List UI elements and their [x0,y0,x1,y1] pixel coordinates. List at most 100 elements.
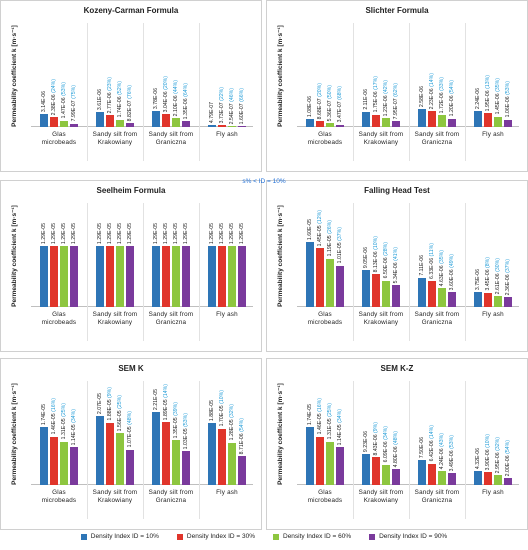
x-tick-label: Sandy silt from Graniczna [148,131,194,146]
data-label: 1.01E-05 (37%) [337,227,344,263]
data-label: 1.03E-05 (53%) [183,413,190,449]
data-label: 6.42E-06 (14%) [429,425,436,461]
legend-item: Density Index ID = 90% [369,533,447,540]
legend-swatch [369,533,376,540]
annotation: s% < ID = 10% [242,178,286,185]
change-label: (75%) [70,85,77,100]
data-label: 1.88E-05 (9%) [107,387,114,420]
data-label: 1.31E-05 (25%) [327,403,334,439]
change-label: (48%) [126,411,133,426]
data-label: 1.23E-06 (42%) [383,80,390,116]
value-label: 1.29E-05 [106,223,113,245]
value-label: 7.99E-07 [70,100,77,122]
chart-panel: Kozeny-Carman Formula Permeability coeffi… [0,0,262,172]
change-label: (20%) [162,75,169,90]
data-label: 2.54E-07 (46%) [229,88,236,124]
change-label: (35%) [438,249,445,264]
value-label: 4.80E-06 [392,446,399,468]
data-label: 2.00E-06 (54%) [505,440,512,476]
y-axis-label: Permeability coefficient k [m·s⁻¹] [277,383,284,485]
category-separator [143,381,144,519]
value-label: 1.45E-06 [494,93,501,115]
value-label: 1.23E-06 [382,95,389,117]
bar [362,270,370,307]
value-label: 3.75E-06 [474,268,481,290]
bar [126,246,134,307]
bar [228,246,236,307]
legend-swatch [176,533,183,540]
bar [474,111,482,127]
bar [126,449,134,485]
plot-area: Glas microbeads 3.14E-06 2.38E-06 (24%) 1.4… [31,23,253,161]
data-label: 1.29E-05 [97,223,104,244]
change-label: (9%) [106,387,113,399]
data-label: 1.31E-05 (25%) [61,403,68,439]
category-separator [87,203,88,341]
change-label: (48%) [392,430,399,445]
x-tick-label: Glas microbeads [41,131,77,146]
data-label: 3.78E-06 [153,88,160,109]
value-label: 1.47E-06 [60,97,67,119]
value-label: 1.45E-05 [316,224,323,246]
bar [418,460,426,485]
value-label: 2.36E-06 [504,274,511,296]
bar [448,118,456,127]
category-separator [353,381,354,519]
value-label: 1.35E-05 [172,417,179,439]
bar [50,436,58,485]
change-label: (20%) [316,82,323,97]
value-label: 1.35E-06 [182,98,189,120]
value-label: 1.29E-05 [126,223,133,245]
value-label: 1.60E-07 [238,103,245,125]
value-label: 1.14E-05 [70,424,77,446]
change-label: (53%) [182,412,189,427]
bar [316,436,324,485]
data-label: 1.28E-05 (32%) [229,404,236,440]
chart-title: Kozeny-Carman Formula [83,6,179,15]
value-label: 3.49E-06 [448,450,455,472]
bar [494,475,502,485]
plot-area: Glas microbeads 1.74E-05 1.46E-05 (16%) 1.3… [31,381,253,519]
bar [484,472,492,485]
bar [162,246,170,307]
data-label: 1.70E-05 (10%) [219,390,226,426]
data-label: 3.04E-06 (20%) [163,76,170,112]
category-separator [199,23,200,161]
data-label: 1.74E-06 (52%) [117,81,124,117]
change-label: (41%) [392,246,399,261]
value-label: 1.31E-05 [60,418,67,440]
x-tick-label: Glas microbeads [41,489,77,504]
change-label: (25%) [116,394,123,409]
x-tick-label: Sandy silt from Krakowiany [92,489,138,504]
bar [504,119,512,127]
data-label: 1.45E-06 (35%) [495,78,502,114]
value-label: 1.20E-06 [448,95,455,117]
chart-panel: Falling Head Test Permeability coefficien… [266,180,528,352]
x-axis-line [31,306,253,307]
bar [326,123,334,127]
data-label: 7.11E-06 [419,255,426,276]
data-label: 8.13E-06 (10%) [373,236,380,272]
data-label: 8.71E-06 (54%) [239,418,246,454]
value-label: 4.32E-06 [474,447,481,469]
data-label: 2.36E-06 (37%) [505,259,512,295]
data-label: 1.29E-05 [209,223,216,244]
data-label: 1.88E-05 [209,400,216,421]
bar [362,454,370,485]
data-label: 1.29E-05 [107,223,114,244]
bar [106,422,114,485]
value-label: 2.77E-06 [106,92,113,114]
data-label: 5.34E-06 (41%) [393,247,400,283]
bar [238,246,246,307]
value-label: 5.36E-07 [326,100,333,122]
change-label: (16%) [316,398,323,413]
change-label: (14%) [162,384,169,398]
data-label: 4.63E-06 (35%) [439,250,446,286]
bar [162,422,170,485]
change-label: (10%) [372,235,379,250]
change-label: (76%) [126,84,133,99]
data-label: 1.29E-05 [117,223,124,244]
bar [448,292,456,307]
x-tick-label: Fly ash [216,311,238,318]
data-label: 1.29E-05 [163,223,170,244]
